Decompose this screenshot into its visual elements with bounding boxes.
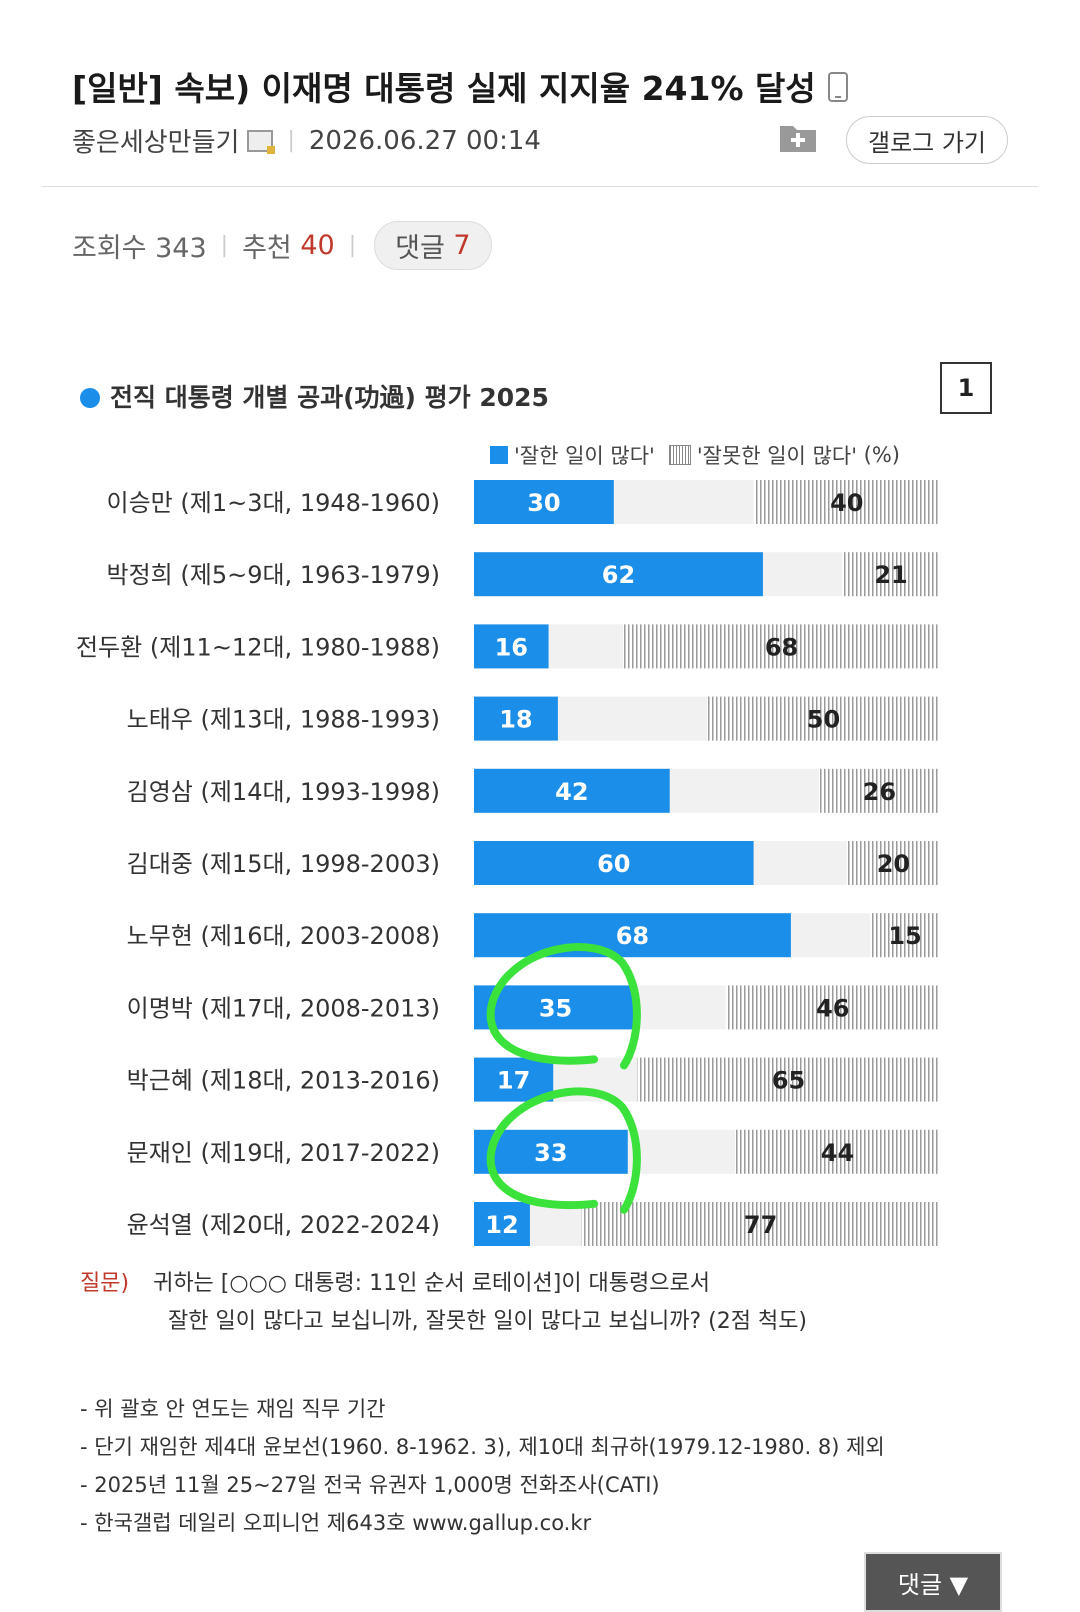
title-dot-icon [80,388,100,408]
category-label: 박근혜 (제18대, 2013-2016) [127,1067,440,1095]
bar-bad [707,696,940,741]
meta-divider: | [287,128,295,153]
category-label: 노무현 (제16대, 2003-2008) [127,922,440,950]
author-name[interactable]: 좋은세상만들기 [72,128,240,158]
bar-bad [581,1202,940,1246]
legend-bad-swatch [668,445,691,465]
bar-good [474,480,614,524]
bar-good-value: 33 [534,1139,567,1167]
bar-good [474,624,549,669]
stats-divider: | [348,233,357,258]
post-title-text: [일반] 속보) 이재명 대통령 실제 지지율 241% 달성 [72,69,816,108]
category-label: 이명박 (제17대, 2008-2013) [127,994,440,1022]
bar-bad-value: 21 [874,561,907,589]
category-label: 김영삼 (제14대, 1993-1998) [127,778,440,806]
bar-good-value: 60 [597,850,630,878]
bar-bad [842,552,940,597]
bar-good-value: 30 [527,489,560,517]
bar-bad-value: 77 [744,1211,777,1239]
question-line-1: 귀하는 [○○○ 대통령: 11인 순서 로테이션]이 대통령으로서 [153,1271,710,1296]
chart-legend: '잘한 일이 많다' '잘못한 일이 많다' (%) [490,440,900,470]
bar-good-value: 42 [555,778,588,806]
bar-good-value: 62 [602,561,635,589]
bar-good [474,1057,554,1102]
floating-comment-button[interactable]: 댓글 ▼ [864,1552,1002,1612]
bar-good-value: 68 [616,922,649,950]
gallog-icon[interactable] [247,129,276,154]
question-label: 질문) [80,1271,130,1296]
bar-bad [637,1057,940,1102]
bar-bad [846,841,940,885]
highlight-circle [486,943,641,1070]
chart-title: 전직 대통령 개별 공과(功過) 평가 2025 [80,378,549,414]
category-label: 김대중 (제15대, 1998-2003) [127,850,440,878]
bar-good-value: 16 [495,633,528,661]
bar-good-value: 12 [485,1211,518,1239]
bar-bad [818,768,940,813]
category-label: 윤석열 (제20대, 2022-2024) [127,1211,440,1239]
gallog-button[interactable]: 갤로그 가기 [846,116,1008,164]
question-line-2: 잘한 일이 많다고 보십니까, 잘못한 일이 많다고 보십니까? (2점 척도) [168,1309,808,1334]
question-notes: 질문) 귀하는 [○○○ 대통령: 11인 순서 로테이션]이 대통령으로서 잘한… [80,1265,807,1341]
chart-image: 전직 대통령 개별 공과(功過) 평가 2025 1 '잘한 일이 많다' '잘… [0,340,1080,1600]
comment-count-button[interactable]: 댓글 7 [374,221,492,270]
category-label: 전두환 (제11~12대, 1980-1988) [76,633,440,661]
bar-good [474,1202,530,1246]
post-date: 2026.06.27 00:14 [308,125,541,156]
bar-bad [734,1129,940,1174]
footnote-2: - 단기 재임한 제4대 윤보선(1960. 8-1962. 3), 제10대 … [80,1435,885,1459]
bar-good-value: 17 [497,1067,530,1095]
bar-good-value: 18 [499,706,532,734]
bar-good [474,913,791,958]
category-label: 노태우 (제13대, 1988-1993) [127,706,440,734]
comment-count: 7 [453,230,471,261]
recommend-count: 40 [300,230,335,261]
bar-bad [623,624,940,669]
bar-bad [725,985,940,1030]
highlight-circle [486,1087,641,1214]
bar-bad [753,480,940,524]
bar-good [474,768,670,813]
bar-bad-value: 26 [863,778,896,806]
recommend-label: 추천 [242,233,292,264]
comment-label: 댓글 [395,233,445,264]
bar-good [474,985,638,1030]
legend-unit: (%) [863,443,900,467]
category-label: 문재인 (제19대, 2017-2022) [127,1139,440,1167]
legend-good-label: '잘한 일이 많다' [514,444,655,468]
views-count: 조회수 343 [72,233,207,264]
legend-good-swatch [490,446,508,464]
post-stats: 조회수 343 | 추천 40 | 댓글 7 [72,221,492,270]
bar-good [474,696,558,741]
bar-bad-value: 65 [772,1067,805,1095]
post-meta: 좋은세상만들기 | 2026.06.27 00:14 [72,122,541,159]
bar-bad-value: 46 [816,994,849,1022]
bar-chart: 이승만 (제1~3대, 1948-1960) 30 40 박정희 (제5~9대, 19… [76,480,940,1246]
bar-good [474,841,754,885]
post-title: [일반] 속보) 이재명 대통령 실제 지지율 241% 달성 [72,62,848,110]
stats-divider: | [220,233,229,258]
bar-bad-value: 68 [765,633,798,661]
category-label: 박정희 (제5~9대, 1963-1979) [107,561,440,589]
bar-bad-value: 15 [888,922,921,950]
bar-bad-value: 40 [830,489,863,517]
page-number-box: 1 [940,362,992,414]
mobile-icon [827,71,848,102]
chart-title-text: 전직 대통령 개별 공과(功過) 평가 2025 [110,383,549,412]
footnote-1: - 위 괄호 안 연도는 재임 직무 기간 [80,1397,386,1421]
folder-add-icon[interactable] [778,120,818,154]
bar-good [474,552,763,597]
legend-bad-label: '잘못한 일이 많다' [696,444,857,468]
footnotes: - 위 괄호 안 연도는 재임 직무 기간 - 단기 재임한 제4대 윤보선(1… [80,1390,885,1542]
bar-bad-value: 20 [877,850,910,878]
bar-good-value: 35 [539,994,572,1022]
bar-bad [870,913,940,958]
header-divider [42,186,1038,187]
footnote-3: - 2025년 11월 25~27일 전국 유권자 1,000명 전화조사(CA… [80,1473,660,1497]
category-label: 이승만 (제1~3대, 1948-1960) [107,489,440,517]
bar-bad-value: 50 [807,706,840,734]
footnote-4: - 한국갤럽 데일리 오피니언 제643호 www.gallup.co.kr [80,1511,592,1535]
bar-bad-value: 44 [821,1139,854,1167]
